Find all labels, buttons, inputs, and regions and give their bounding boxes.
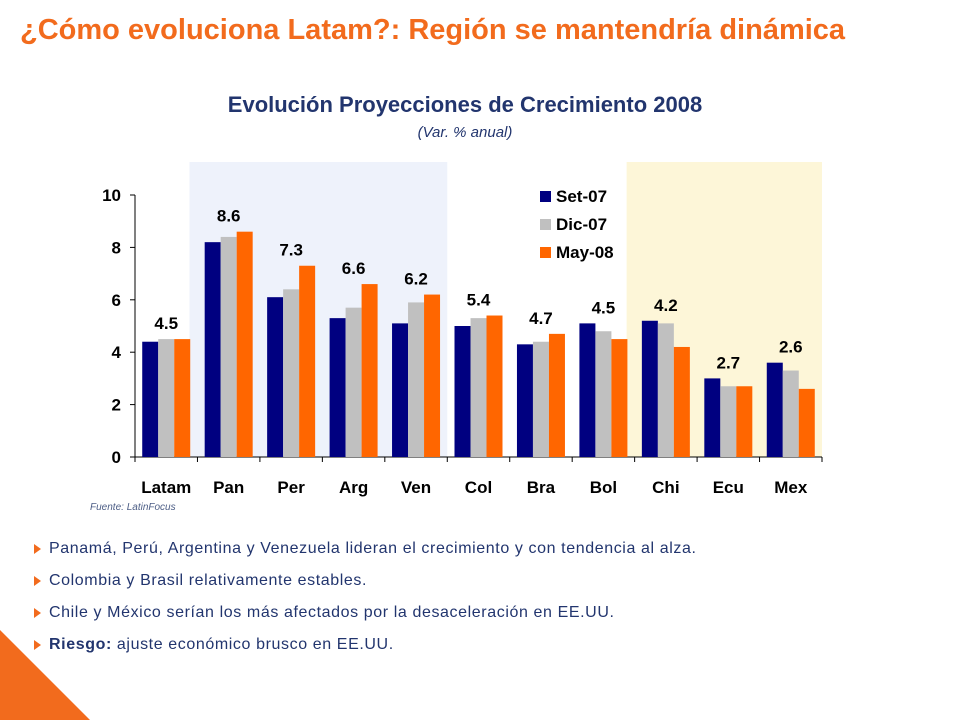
- x-tick-label: Arg: [339, 478, 368, 497]
- x-tick-label: Ecu: [713, 478, 744, 497]
- bar-set-07: [267, 297, 284, 457]
- data-label: 2.6: [779, 338, 803, 357]
- bar-dic-07: [782, 370, 799, 457]
- data-label: 7.3: [279, 241, 303, 260]
- legend-label: Dic-07: [556, 215, 607, 234]
- bar-dic-07: [532, 341, 549, 457]
- x-tick-label: Latam: [141, 478, 191, 497]
- bullet-text: Panamá, Perú, Argentina y Venezuela lide…: [49, 540, 697, 557]
- bullet-text: Colombia y Brasil relativamente estables…: [49, 572, 368, 589]
- bullet-item: Colombia y Brasil relativamente estables…: [34, 570, 697, 602]
- bar-may-08: [548, 333, 565, 457]
- bar-dic-07: [408, 302, 425, 457]
- bar-set-07: [641, 320, 658, 457]
- bar-dic-07: [720, 386, 737, 457]
- bullet-item: Panamá, Perú, Argentina y Venezuela lide…: [34, 538, 697, 570]
- y-tick-label: 2: [112, 396, 121, 415]
- bullet-list: Panamá, Perú, Argentina y Venezuela lide…: [34, 538, 697, 666]
- legend-label: May-08: [556, 243, 614, 262]
- bar-set-07: [142, 341, 159, 457]
- bar-set-07: [454, 326, 471, 457]
- bar-set-07: [704, 378, 721, 457]
- bar-set-07: [204, 242, 221, 457]
- bar-may-08: [798, 388, 815, 457]
- x-tick-label: Mex: [774, 478, 808, 497]
- legend-swatch: [540, 247, 551, 258]
- bar-may-08: [486, 315, 503, 457]
- bar-chart: 0 2 4 6 8 10 4.5 Latam 8.6 Pan 7.3 Per 6.6 Arg 6.2 Ven 5…: [102, 162, 823, 497]
- bar-dic-07: [470, 318, 487, 457]
- data-label: 4.7: [529, 309, 553, 328]
- data-label: 6.6: [342, 259, 366, 278]
- x-tick-label: Per: [277, 478, 305, 497]
- bar-dic-07: [345, 307, 362, 457]
- x-tick-label: Bra: [527, 478, 556, 497]
- data-label: 4.5: [154, 314, 178, 333]
- chart-subtitle: (Var. % anual): [417, 124, 513, 141]
- y-tick-label: 8: [112, 238, 121, 257]
- bar-may-08: [299, 265, 316, 457]
- data-label: 4.2: [654, 296, 678, 315]
- bar-set-07: [579, 323, 596, 457]
- arrow-bullet-icon: [34, 608, 41, 618]
- bar-may-08: [611, 339, 628, 457]
- bullet-text: ajuste económico brusco en EE.UU.: [111, 636, 394, 653]
- bar-dic-07: [657, 323, 674, 457]
- data-label: 6.2: [404, 270, 428, 289]
- x-tick-label: Pan: [213, 478, 244, 497]
- bullet-text: Chile y México serían los más afectados …: [49, 604, 615, 621]
- y-tick-label: 10: [102, 186, 121, 205]
- corner-decoration: [0, 630, 90, 720]
- bar-dic-07: [220, 236, 237, 457]
- x-tick-label: Col: [465, 478, 492, 497]
- bar-dic-07: [595, 331, 612, 457]
- bullet-lead: Riesgo:: [49, 636, 112, 653]
- bar-may-08: [174, 339, 191, 457]
- bullet-item: Riesgo: ajuste económico brusco en EE.UU…: [34, 634, 697, 666]
- bar-set-07: [766, 362, 783, 457]
- bar-may-08: [736, 386, 753, 457]
- y-tick-label: 6: [112, 291, 121, 310]
- bar-may-08: [424, 294, 441, 457]
- bar-dic-07: [158, 339, 175, 457]
- bar-set-07: [516, 344, 533, 457]
- arrow-bullet-icon: [34, 544, 41, 554]
- x-tick-label: Ven: [401, 478, 431, 497]
- data-label: 4.5: [592, 298, 616, 317]
- bar-set-07: [329, 318, 346, 457]
- x-tick-label: Chi: [652, 478, 679, 497]
- orange-corner-triangle: [0, 630, 90, 720]
- bar-dic-07: [283, 289, 300, 457]
- bar-set-07: [392, 323, 409, 457]
- arrow-bullet-icon: [34, 576, 41, 586]
- slide-title: ¿Cómo evoluciona Latam?: Región se mante…: [20, 14, 846, 46]
- bullet-item: Chile y México serían los más afectados …: [34, 602, 697, 634]
- y-tick-label: 0: [112, 448, 121, 467]
- x-tick-label: Bol: [590, 478, 617, 497]
- chart-title: Evolución Proyecciones de Crecimiento 20…: [227, 92, 703, 117]
- data-label: 8.6: [217, 207, 241, 226]
- bar-may-08: [673, 346, 690, 457]
- bar-may-08: [361, 284, 378, 457]
- arrow-bullet-icon: [34, 640, 41, 650]
- bar-may-08: [236, 231, 253, 457]
- data-label: 2.7: [716, 353, 740, 372]
- legend-swatch: [540, 219, 551, 230]
- legend-label: Set-07: [556, 187, 607, 206]
- source-note: Fuente: LatinFocus: [90, 502, 176, 513]
- legend-swatch: [540, 191, 551, 202]
- y-tick-label: 4: [112, 343, 122, 362]
- data-label: 5.4: [467, 291, 491, 310]
